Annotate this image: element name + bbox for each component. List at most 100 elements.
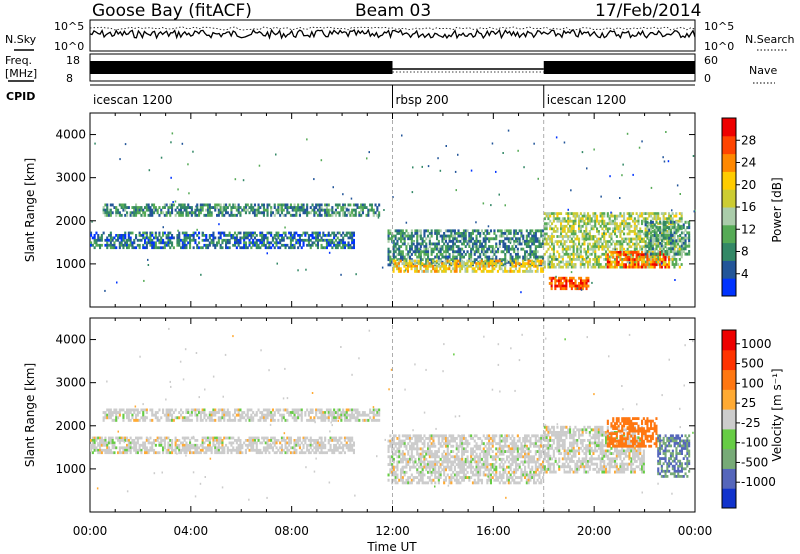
data-cell	[453, 234, 456, 238]
data-cell	[230, 211, 233, 215]
data-cell	[271, 413, 274, 417]
data-cell	[614, 227, 617, 231]
data-cell	[264, 246, 267, 250]
data-cell	[288, 413, 291, 417]
data-cell	[311, 448, 314, 452]
data-cell	[668, 242, 671, 245]
data-cell	[120, 234, 123, 237]
data-cell	[648, 255, 651, 259]
data-cell	[387, 444, 390, 448]
data-cell	[144, 441, 147, 445]
nsky-tick-bottom: 10^0	[54, 40, 84, 53]
data-cell	[261, 211, 264, 215]
data-cell	[205, 418, 208, 422]
data-cell	[594, 222, 597, 226]
data-cell	[228, 241, 231, 245]
data-cell	[234, 231, 237, 235]
data-cell	[405, 253, 408, 256]
data-cell	[250, 236, 253, 240]
data-cell	[547, 214, 550, 218]
data-cell	[255, 413, 258, 417]
data-cell	[115, 246, 118, 250]
data-cell	[531, 262, 534, 266]
data-cell	[560, 260, 563, 264]
data-cell	[140, 208, 143, 212]
data-cell	[443, 237, 446, 241]
data-cell	[392, 242, 395, 246]
data-cell	[163, 413, 166, 417]
data-cell	[436, 247, 439, 251]
data-cell	[282, 236, 285, 240]
data-cell	[558, 284, 561, 288]
data-cell	[405, 258, 408, 262]
data-cell	[569, 263, 572, 266]
data-cell	[668, 263, 671, 266]
data-cell	[320, 439, 323, 442]
data-cell	[578, 222, 581, 226]
data-cell	[506, 237, 509, 241]
data-cell	[391, 258, 394, 262]
data-cell	[253, 448, 256, 452]
data-cell	[237, 443, 240, 447]
data-cell	[487, 264, 490, 268]
data-cell	[201, 234, 204, 237]
data-cell	[453, 267, 456, 271]
data-cell	[320, 408, 323, 412]
data-cell	[587, 260, 590, 264]
data-cell	[570, 287, 573, 291]
data-cell	[351, 411, 354, 414]
data-cell	[387, 263, 390, 267]
data-cell	[418, 253, 421, 256]
data-cell	[639, 255, 642, 259]
scatter-cell	[507, 129, 510, 132]
data-cell	[255, 211, 258, 215]
data-cell	[547, 237, 550, 241]
data-cell	[172, 418, 175, 422]
data-cell	[131, 241, 134, 245]
data-cell	[650, 220, 653, 224]
data-cell	[574, 217, 577, 221]
data-cell	[135, 213, 138, 217]
data-cell	[133, 208, 136, 212]
data-cell	[291, 246, 294, 250]
data-cell	[100, 236, 103, 240]
data-cell	[421, 269, 424, 273]
data-cell	[655, 239, 658, 243]
data-cell	[151, 208, 154, 212]
data-cell	[619, 227, 622, 231]
data-cell	[560, 227, 563, 231]
data-cell	[621, 230, 624, 233]
data-cell	[307, 418, 310, 422]
data-cell	[351, 231, 354, 235]
data-cell	[237, 243, 240, 247]
data-cell	[430, 253, 433, 256]
data-cell	[374, 211, 377, 215]
data-cell	[221, 208, 224, 212]
data-cell	[558, 212, 561, 215]
data-cell	[225, 241, 228, 245]
data-cell	[298, 234, 301, 237]
data-cell	[171, 413, 174, 417]
data-cell	[651, 230, 654, 233]
data-cell	[153, 441, 156, 445]
data-cell	[569, 217, 572, 221]
data-cell	[194, 411, 197, 414]
data-cell	[127, 231, 130, 235]
scatter-cell	[692, 155, 695, 157]
data-cell	[181, 241, 184, 245]
scatter-cell	[147, 264, 150, 266]
data-cell	[246, 246, 249, 250]
data-cell	[671, 237, 674, 241]
data-cell	[325, 243, 328, 247]
data-cell	[551, 235, 554, 238]
data-cell	[203, 416, 206, 420]
data-cell	[608, 217, 611, 221]
data-cell	[277, 234, 280, 237]
data-cell	[293, 246, 296, 250]
data-cell	[307, 211, 310, 215]
data-cell	[277, 231, 280, 235]
data-cell	[325, 208, 328, 212]
data-cell	[347, 448, 350, 452]
data-cell	[423, 253, 426, 256]
data-cell	[205, 213, 208, 217]
